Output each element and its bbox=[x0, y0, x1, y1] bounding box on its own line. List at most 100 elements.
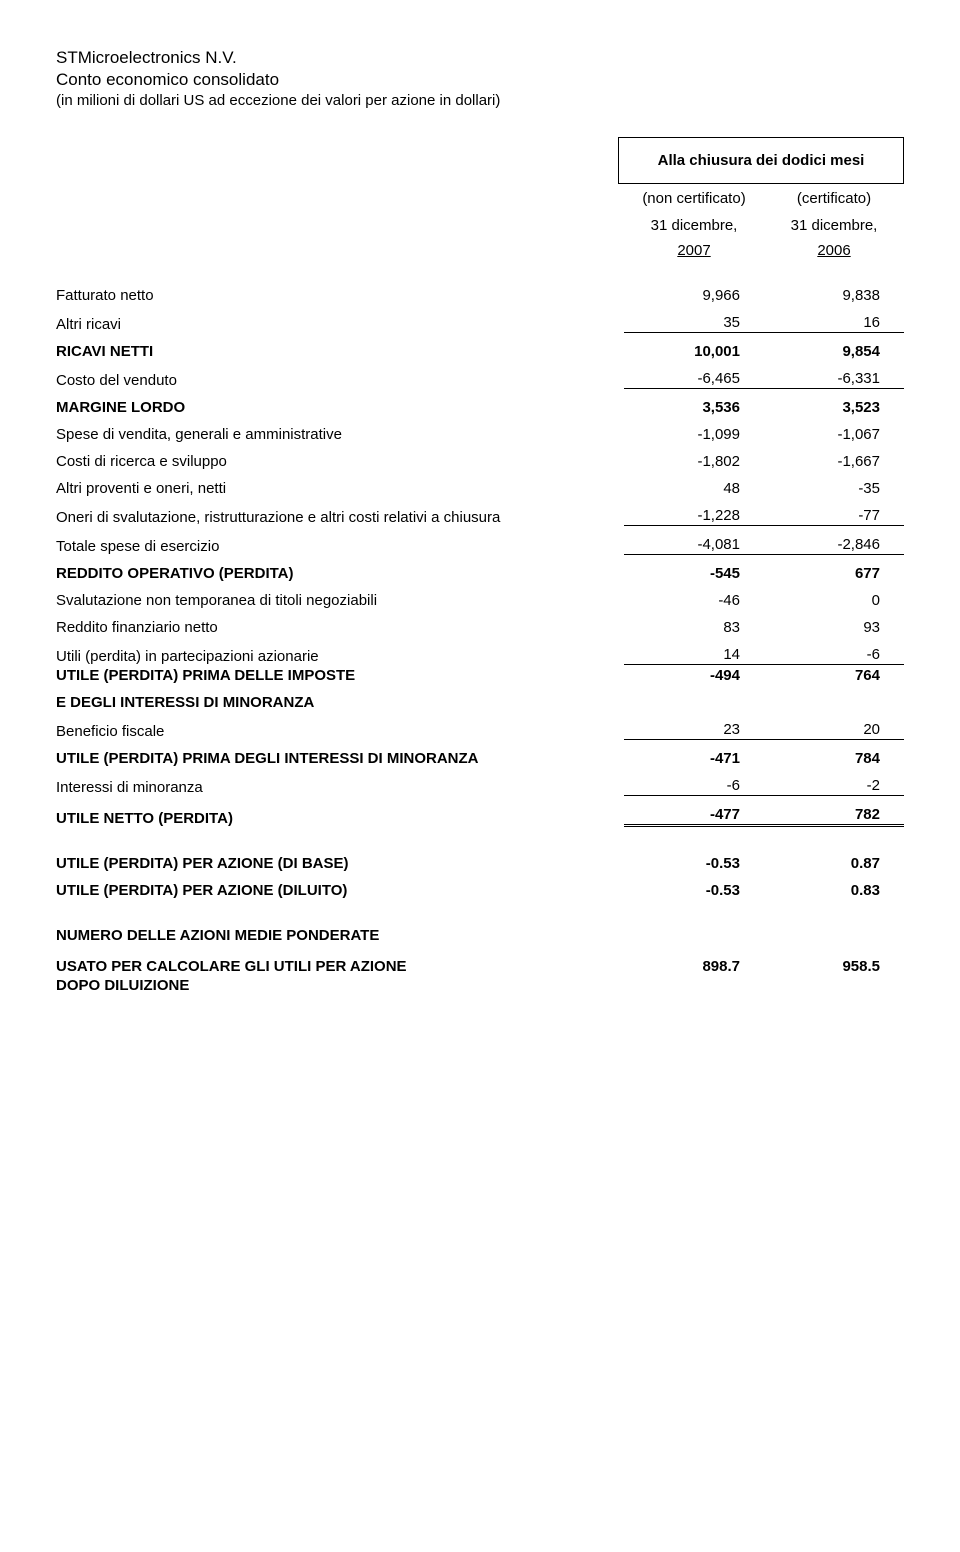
label: UTILE (PERDITA) PRIMA DEGLI INTERESSI DI… bbox=[56, 750, 624, 767]
label: Interessi di minoranza bbox=[56, 779, 624, 796]
cert-col-1: (non certificato) bbox=[624, 190, 764, 207]
value-2007: -6,465 bbox=[624, 370, 764, 389]
value-2006: 16 bbox=[764, 314, 904, 333]
label: RICAVI NETTI bbox=[56, 343, 624, 360]
value-2006: 764 bbox=[764, 667, 904, 684]
value-2006: 3,523 bbox=[764, 399, 904, 416]
label: E DEGLI INTERESSI DI MINORANZA bbox=[56, 694, 624, 711]
value-2007: -0.53 bbox=[624, 855, 764, 872]
row-utile-prima-minoranza: UTILE (PERDITA) PRIMA DEGLI INTERESSI DI… bbox=[56, 750, 904, 767]
row-svalutazione-titoli: Svalutazione non temporanea di titoli ne… bbox=[56, 592, 904, 609]
value-2006: -35 bbox=[764, 480, 904, 497]
row-fatturato: Fatturato netto 9,966 9,838 bbox=[56, 287, 904, 304]
value-2007: -471 bbox=[624, 750, 764, 767]
value-2006: 9,854 bbox=[764, 343, 904, 360]
value-2006: -2 bbox=[764, 777, 904, 796]
row-eps-diluito: UTILE (PERDITA) PER AZIONE (DILUITO) -0.… bbox=[56, 882, 904, 899]
value-2006: 677 bbox=[764, 565, 904, 582]
label: Fatturato netto bbox=[56, 287, 624, 304]
label: Spese di vendita, generali e amministrat… bbox=[56, 426, 624, 443]
label: UTILE NETTO (PERDITA) bbox=[56, 810, 624, 827]
value-2007: 83 bbox=[624, 619, 764, 636]
label: Oneri di svalutazione, ristrutturazione … bbox=[56, 509, 624, 526]
label: REDDITO OPERATIVO (PERDITA) bbox=[56, 565, 624, 582]
value-2007: -6 bbox=[624, 777, 764, 796]
value-2007: -46 bbox=[624, 592, 764, 609]
value-2006: 0 bbox=[764, 592, 904, 609]
value-2007: -4,081 bbox=[624, 536, 764, 555]
date-col-2: 31 dicembre, bbox=[764, 217, 904, 234]
row-margine-lordo: MARGINE LORDO 3,536 3,523 bbox=[56, 399, 904, 416]
date-col-1: 31 dicembre, bbox=[624, 217, 764, 234]
label: Altri proventi e oneri, netti bbox=[56, 480, 624, 497]
row-utili-partecipazioni: Utili (perdita) in partecipazioni aziona… bbox=[56, 646, 904, 665]
label: USATO PER CALCOLARE GLI UTILI PER AZIONE bbox=[56, 958, 624, 975]
label: UTILE (PERDITA) PER AZIONE (DILUITO) bbox=[56, 882, 624, 899]
row-spese-vendita: Spese di vendita, generali e amministrat… bbox=[56, 426, 904, 443]
value-2006: 20 bbox=[764, 721, 904, 740]
company-name: STMicroelectronics N.V. bbox=[56, 48, 904, 68]
document-subtitle: Conto economico consolidato bbox=[56, 70, 904, 90]
value-2006: 784 bbox=[764, 750, 904, 767]
row-costi-ricerca: Costi di ricerca e sviluppo -1,802 -1,66… bbox=[56, 453, 904, 470]
value-2007: -545 bbox=[624, 565, 764, 582]
value-2007: 35 bbox=[624, 314, 764, 333]
row-utile-prima-imposte: UTILE (PERDITA) PRIMA DELLE IMPOSTE -494… bbox=[56, 667, 904, 684]
value-2006: -77 bbox=[764, 507, 904, 526]
row-altri-proventi: Altri proventi e oneri, netti 48 -35 bbox=[56, 480, 904, 497]
numero-azioni-header: NUMERO DELLE AZIONI MEDIE PONDERATE bbox=[56, 927, 904, 944]
value-2006: -1,667 bbox=[764, 453, 904, 470]
row-reddito-operativo: REDDITO OPERATIVO (PERDITA) -545 677 bbox=[56, 565, 904, 582]
period-header: Alla chiusura dei dodici mesi bbox=[56, 137, 904, 184]
value-2007: 3,536 bbox=[624, 399, 764, 416]
label: UTILE (PERDITA) PER AZIONE (DI BASE) bbox=[56, 855, 624, 872]
document-note: (in milioni di dollari US ad eccezione d… bbox=[56, 92, 904, 109]
row-beneficio-fiscale: Beneficio fiscale 23 20 bbox=[56, 721, 904, 740]
value-2007: -1,228 bbox=[624, 507, 764, 526]
value-2007: -494 bbox=[624, 667, 764, 684]
label: Costi di ricerca e sviluppo bbox=[56, 453, 624, 470]
year-col-1: 2007 bbox=[624, 242, 764, 259]
year-col-2: 2006 bbox=[764, 242, 904, 259]
label: Totale spese di esercizio bbox=[56, 538, 624, 555]
value-2006: 958.5 bbox=[764, 958, 904, 975]
cert-col-2: (certificato) bbox=[764, 190, 904, 207]
value-2006: -6,331 bbox=[764, 370, 904, 389]
period-box: Alla chiusura dei dodici mesi bbox=[618, 137, 904, 184]
label: MARGINE LORDO bbox=[56, 399, 624, 416]
label: Svalutazione non temporanea di titoli ne… bbox=[56, 592, 624, 609]
value-2006: 0.83 bbox=[764, 882, 904, 899]
value-2006: 782 bbox=[764, 806, 904, 827]
label: DOPO DILUIZIONE bbox=[56, 977, 624, 994]
row-interessi-minoranza: Interessi di minoranza -6 -2 bbox=[56, 777, 904, 796]
value-2007: -1,802 bbox=[624, 453, 764, 470]
row-e-degli-interessi: E DEGLI INTERESSI DI MINORANZA bbox=[56, 694, 904, 711]
label: Costo del venduto bbox=[56, 372, 624, 389]
row-utile-netto: UTILE NETTO (PERDITA) -477 782 bbox=[56, 806, 904, 827]
value-2007: 898.7 bbox=[624, 958, 764, 975]
row-dopo-diluizione: DOPO DILUIZIONE bbox=[56, 977, 904, 994]
value-2007: 48 bbox=[624, 480, 764, 497]
value-2006: -1,067 bbox=[764, 426, 904, 443]
value-2007: 14 bbox=[624, 646, 764, 665]
value-2006: 93 bbox=[764, 619, 904, 636]
row-ricavi-netti: RICAVI NETTI 10,001 9,854 bbox=[56, 343, 904, 360]
value-2006: -6 bbox=[764, 646, 904, 665]
value-2007: 10,001 bbox=[624, 343, 764, 360]
date-row: 31 dicembre, 31 dicembre, bbox=[56, 217, 904, 234]
value-2006: 9,838 bbox=[764, 287, 904, 304]
value-2007: 23 bbox=[624, 721, 764, 740]
row-eps-base: UTILE (PERDITA) PER AZIONE (DI BASE) -0.… bbox=[56, 855, 904, 872]
row-usato-calcolare: USATO PER CALCOLARE GLI UTILI PER AZIONE… bbox=[56, 958, 904, 975]
row-oneri-svalutazione: Oneri di svalutazione, ristrutturazione … bbox=[56, 507, 904, 526]
value-2006: 0.87 bbox=[764, 855, 904, 872]
label: Utili (perdita) in partecipazioni aziona… bbox=[56, 648, 624, 665]
row-totale-spese: Totale spese di esercizio -4,081 -2,846 bbox=[56, 536, 904, 555]
certification-row: (non certificato) (certificato) bbox=[56, 190, 904, 207]
value-2007: -1,099 bbox=[624, 426, 764, 443]
row-costo-venduto: Costo del venduto -6,465 -6,331 bbox=[56, 370, 904, 389]
value-2007: -0.53 bbox=[624, 882, 764, 899]
row-altri-ricavi: Altri ricavi 35 16 bbox=[56, 314, 904, 333]
value-2007: 9,966 bbox=[624, 287, 764, 304]
label: UTILE (PERDITA) PRIMA DELLE IMPOSTE bbox=[56, 667, 624, 684]
